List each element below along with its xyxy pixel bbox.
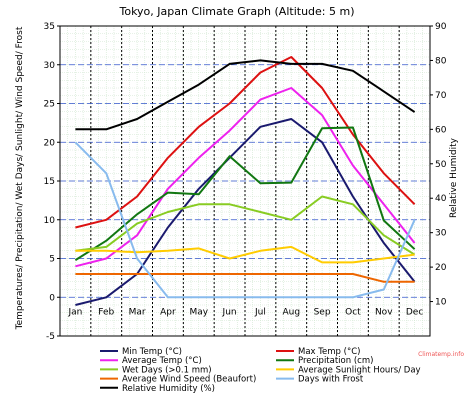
series-line (75, 273, 415, 283)
legend: Min Temp (°C) Max Temp (°C) Average Temp (… (100, 347, 421, 394)
y-right-tick-label: 50 (435, 160, 447, 170)
chart-title: Tokyo, Japan Climate Graph (Altitude: 5 … (118, 5, 354, 18)
y-right-tick-label: 90 (435, 22, 447, 32)
legend-label: Relative Humidity (%) (122, 384, 215, 394)
series-line (74, 126, 416, 261)
y-left-tick-label: 0 (49, 293, 55, 303)
y-axis-left-label: Temperatures/ Precipitation/ Wet Days/ S… (15, 26, 25, 330)
plot-area: -5 0 5 10 15 20 25 30 35 10 20 30 40 50 60 70 80 90 Jan Feb… (44, 22, 447, 342)
x-tick-label: Oct (345, 307, 361, 317)
legend-label: Max Temp (°C) (298, 347, 360, 357)
y-left-tick-label: 35 (44, 22, 55, 32)
y-right-tick-label: 30 (435, 229, 447, 239)
y-right-tick-label: 80 (435, 56, 447, 66)
x-tick-label: Feb (98, 307, 114, 317)
y-right-tick-label: 20 (435, 263, 447, 273)
x-tick-label: Apr (160, 307, 176, 317)
x-tick-label: Nov (375, 307, 393, 317)
legend-label: Precipitation (cm) (298, 356, 373, 366)
x-tick-label: Sep (314, 307, 331, 317)
legend-label: Min Temp (°C) (122, 347, 182, 357)
y-right-tick-label: 60 (435, 125, 447, 135)
y-left-tick-label: 25 (44, 100, 55, 110)
x-tick-label: Jul (254, 307, 266, 317)
legend-label: Average Temp (°C) (122, 356, 202, 366)
y-left-tick-label: 20 (44, 138, 56, 148)
y-left-tick-label: -5 (46, 332, 55, 342)
watermark: Climatemp.info (418, 351, 464, 358)
y-right-tick-label: 70 (435, 91, 447, 101)
x-tick-label: Mar (129, 307, 146, 317)
legend-label: Average Wind Speed (Beaufort) (122, 375, 256, 385)
y-axis-right-label: Relative Humidity (449, 137, 459, 218)
x-tick-label: Aug (282, 307, 300, 317)
legend-label: Average Sunlight Hours/ Day (298, 365, 421, 375)
series-line (74, 141, 416, 299)
x-tick-label: Dec (406, 307, 423, 317)
series-line (75, 245, 415, 264)
x-tick-label: Jun (222, 307, 237, 317)
x-tick-label: Jan (67, 307, 82, 317)
y-left-tick-label: 30 (44, 61, 56, 71)
series-line (75, 87, 416, 268)
series-line (75, 118, 416, 306)
y-left-tick-label: 5 (49, 255, 55, 265)
series-line (75, 59, 416, 131)
x-tick-label: May (189, 307, 208, 317)
y-right-tick-label: 40 (435, 194, 447, 204)
legend-label: Wet Days (>0.1 mm) (122, 365, 212, 375)
y-right-tick-label: 10 (435, 298, 447, 308)
y-left-tick-label: 15 (44, 177, 55, 187)
y-left-tick-label: 10 (44, 216, 56, 226)
legend-label: Days with Frost (298, 375, 364, 385)
series-line (75, 195, 416, 256)
